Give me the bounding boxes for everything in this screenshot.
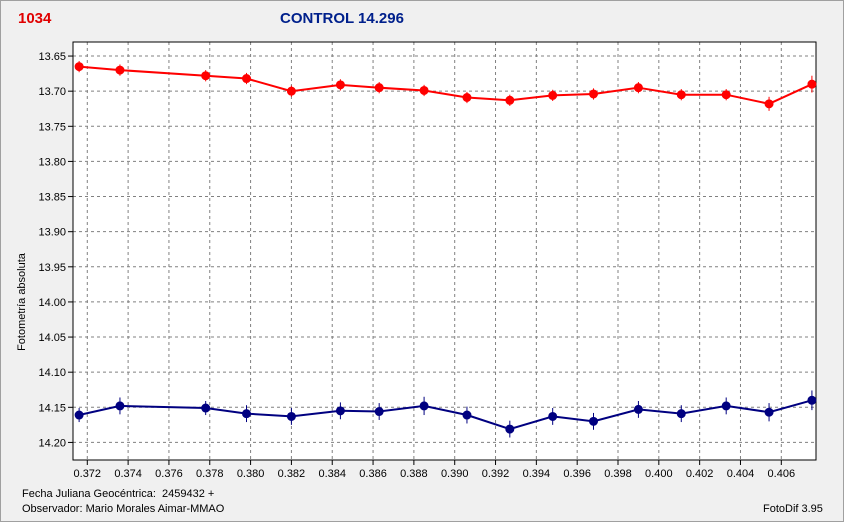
x-tick-label: 0.376 [155,468,183,480]
x-tick-label: 0.392 [482,468,510,480]
y-tick-label: 13.70 [38,86,66,98]
object-id: 1034 [18,10,52,27]
data-point [807,395,817,405]
data-point [115,401,125,411]
chart-title: CONTROL 14.296 [280,10,404,27]
data-point [242,74,252,84]
x-tick-label: 0.372 [74,468,102,480]
data-point [462,92,472,102]
data-point [74,62,84,72]
data-point [721,401,731,411]
x-tick-label: 0.398 [604,468,632,480]
x-tick-label: 0.404 [727,468,755,480]
y-tick-label: 13.65 [38,51,66,63]
x-tick-label: 0.406 [768,468,796,480]
x-tick-label: 0.394 [523,468,551,480]
data-point [374,407,384,417]
data-point [721,90,731,100]
plot-background [73,42,816,460]
data-point [374,83,384,93]
x-tick-label: 0.402 [686,468,714,480]
data-point [676,90,686,100]
x-tick-label: 0.388 [400,468,428,480]
data-point [589,89,599,99]
y-tick-label: 13.85 [38,192,66,204]
plot-border [72,41,817,461]
x-tick-label: 0.386 [359,468,387,480]
data-point [589,416,599,426]
y-tick-label: 14.00 [38,297,66,309]
data-point [201,403,211,413]
julian-date-label: Fecha Juliana Geocéntrica: 2459432 + [22,488,215,500]
data-point [286,411,296,421]
data-point [242,409,252,419]
data-point [505,95,515,105]
x-tick-label: 0.382 [278,468,306,480]
data-point [335,406,345,416]
y-tick-label: 14.10 [38,367,66,379]
y-tick-label: 14.05 [38,332,66,344]
data-point [74,410,84,420]
x-tick-label: 0.374 [114,468,142,480]
y-tick-label: 13.95 [38,262,66,274]
data-point [115,65,125,75]
data-point [548,411,558,421]
x-tick-label: 0.400 [645,468,673,480]
data-point [335,80,345,90]
y-tick-label: 13.80 [38,156,66,168]
data-point [807,79,817,89]
data-point [633,404,643,414]
x-tick-label: 0.384 [318,468,346,480]
data-point [505,424,515,434]
data-point [633,83,643,93]
y-tick-label: 13.90 [38,227,66,239]
data-point [201,71,211,81]
observer-label: Observador: Mario Morales Aimar-MMAO [22,503,225,515]
data-point [764,99,774,109]
y-tick-label: 13.75 [38,121,66,133]
data-point [764,407,774,417]
data-point [419,85,429,95]
data-point [286,86,296,96]
x-tick-label: 0.378 [196,468,224,480]
data-point [462,410,472,420]
data-point [419,401,429,411]
x-tick-label: 0.380 [237,468,265,480]
y-tick-label: 14.15 [38,402,66,414]
x-tick-label: 0.390 [441,468,469,480]
software-label: FotoDif 3.95 [763,503,823,515]
y-tick-label: 14.20 [38,437,66,449]
x-tick-label: 0.396 [563,468,591,480]
data-point [676,409,686,419]
data-point [548,90,558,100]
